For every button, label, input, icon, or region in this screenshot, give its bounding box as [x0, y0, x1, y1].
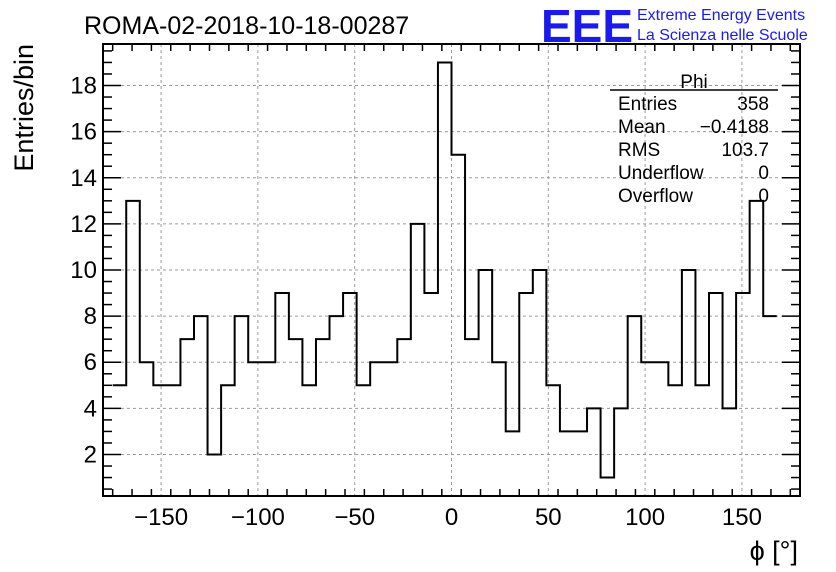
- histogram-bin-11: [262, 362, 276, 496]
- histogram-bin-20: [384, 362, 398, 496]
- histogram-bin-35: [587, 408, 601, 496]
- histogram-bin-15: [316, 339, 330, 496]
- histogram-bin-21: [397, 339, 411, 496]
- histogram-bin-0: [113, 385, 127, 496]
- histogram-bin-29: [506, 431, 520, 496]
- histogram-bin-28: [492, 362, 506, 496]
- histogram-line: [112, 61, 777, 479]
- histogram-bin-37: [614, 408, 628, 496]
- histogram-bin-13: [289, 339, 303, 496]
- histogram-bin-14: [302, 385, 316, 496]
- histogram-bin-43: [695, 385, 709, 496]
- histogram-bin-8: [221, 385, 235, 496]
- y-tick-label: 16: [70, 119, 97, 146]
- histogram-bin-36: [601, 478, 615, 496]
- y-tick-label: 6: [84, 349, 97, 376]
- eee-logo: EEE Extreme Energy Events La Scienza nel…: [541, 0, 808, 52]
- logo-line1: Extreme Energy Events: [637, 7, 805, 24]
- x-tick-label: −150: [134, 504, 188, 531]
- histogram-bin-24: [438, 62, 452, 496]
- histogram-bin-47: [750, 201, 764, 496]
- stats-label-rms: RMS: [618, 140, 660, 161]
- histogram-bin-46: [736, 293, 750, 496]
- histogram-bin-5: [180, 339, 194, 496]
- y-tick-label: 4: [84, 395, 97, 422]
- stats-value-overflow: 0: [758, 186, 769, 207]
- stats-box: Phi Entries 358 Mean −0.4188 RMS 103.7 U…: [610, 72, 778, 207]
- histogram-bin-9: [235, 316, 249, 496]
- histogram-bin-48: [763, 316, 777, 496]
- histogram-bin-16: [330, 316, 344, 496]
- stats-value-entries: 358: [737, 94, 769, 115]
- histogram-bin-1: [126, 201, 140, 496]
- histogram-bin-2: [140, 362, 154, 496]
- x-axis-label: ϕ [°]: [750, 536, 798, 566]
- histogram-bin-30: [519, 293, 533, 496]
- y-tick-label: 12: [70, 211, 97, 238]
- histogram-bin-34: [573, 431, 587, 496]
- histogram-bin-27: [479, 270, 493, 496]
- y-tick-labels: 2 4 6 8 10 12 14 16 18: [70, 73, 97, 469]
- histogram-bin-41: [668, 385, 682, 496]
- histogram-bin-6: [194, 316, 208, 496]
- histogram-bin-26: [465, 339, 479, 496]
- stats-label-overflow: Overflow: [618, 186, 693, 207]
- y-tick-label: 18: [70, 73, 97, 100]
- histogram-bin-17: [343, 293, 357, 496]
- histogram-bin-19: [370, 362, 384, 496]
- stats-value-underflow: 0: [758, 163, 769, 184]
- x-tick-label: 0: [445, 504, 458, 531]
- stats-value-rms: 103.7: [721, 140, 769, 161]
- stats-label-mean: Mean: [618, 117, 666, 138]
- histogram-bin-12: [275, 293, 289, 496]
- x-tick-label: −50: [334, 504, 375, 531]
- y-tick-label: 10: [70, 257, 97, 284]
- histogram-bin-44: [709, 293, 723, 496]
- histogram-bin-42: [682, 270, 696, 496]
- axis-ticks: [103, 44, 800, 496]
- histogram-bin-33: [560, 431, 574, 496]
- histogram-bin-38: [628, 316, 642, 496]
- histogram-bins: [113, 62, 777, 496]
- x-tick-label: 50: [535, 504, 562, 531]
- histogram-bin-10: [248, 362, 262, 496]
- y-axis-label: Entries/bin: [9, 44, 39, 172]
- stats-title: Phi: [680, 72, 707, 93]
- x-tick-label: 100: [625, 504, 665, 531]
- y-tick-label: 8: [84, 303, 97, 330]
- x-tick-labels: −150 −100 −50 0 50 100 150: [134, 504, 762, 531]
- histogram-bin-23: [424, 293, 438, 496]
- histogram-bin-22: [411, 224, 425, 496]
- stats-value-mean: −0.4188: [700, 117, 769, 138]
- y-tick-label: 14: [70, 165, 97, 192]
- histogram-bin-45: [723, 408, 737, 496]
- histogram-bin-32: [546, 385, 560, 496]
- histogram-bin-40: [655, 362, 669, 496]
- histogram-bin-31: [533, 270, 547, 496]
- histogram-bin-25: [452, 155, 466, 496]
- histogram-bin-18: [357, 385, 371, 496]
- stats-label-underflow: Underflow: [618, 163, 704, 184]
- histogram-bin-3: [153, 385, 167, 496]
- x-tick-label: 150: [722, 504, 762, 531]
- logo-line2: La Scienza nelle Scuole: [637, 27, 808, 44]
- histogram-bin-4: [167, 385, 181, 496]
- y-tick-label: 2: [84, 441, 97, 468]
- x-tick-label: −100: [231, 504, 285, 531]
- stats-label-entries: Entries: [618, 94, 677, 115]
- histogram-bin-39: [641, 362, 655, 496]
- chart-title: ROMA-02-2018-10-18-00287: [84, 12, 409, 40]
